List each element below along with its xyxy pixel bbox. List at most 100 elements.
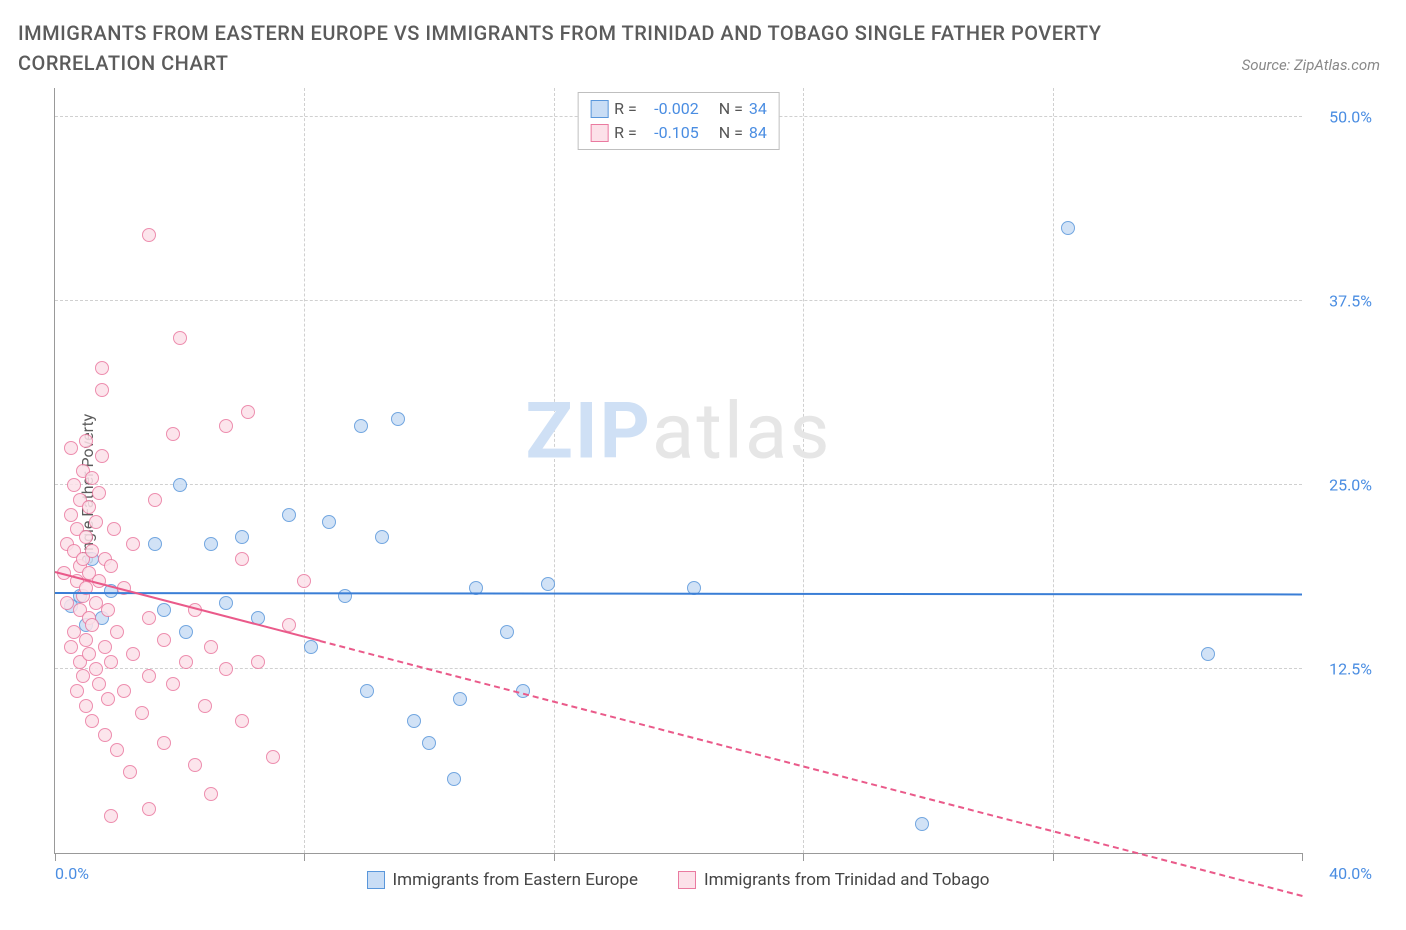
data-point [166, 677, 180, 691]
x-tick [304, 853, 305, 861]
legend-r-label: R = [614, 121, 637, 145]
data-point [104, 655, 118, 669]
data-point [157, 633, 171, 647]
legend-swatch [367, 871, 385, 889]
data-point [204, 537, 218, 551]
y-tick-label: 12.5% [1312, 660, 1372, 679]
data-point [188, 758, 202, 772]
legend-n-value: 34 [749, 97, 767, 121]
data-point [135, 706, 149, 720]
data-point [148, 493, 162, 507]
data-point [79, 530, 93, 544]
gridline-vertical [304, 88, 305, 853]
data-point [126, 537, 140, 551]
data-point [85, 471, 99, 485]
data-point [500, 625, 514, 639]
data-point [101, 603, 115, 617]
y-tick-label: 50.0% [1312, 108, 1372, 127]
data-point [1061, 221, 1075, 235]
data-point [354, 419, 368, 433]
data-point [67, 478, 81, 492]
data-point [219, 662, 233, 676]
data-point [157, 603, 171, 617]
data-point [219, 419, 233, 433]
data-point [79, 434, 93, 448]
data-point [70, 684, 84, 698]
data-point [179, 625, 193, 639]
legend-series: Immigrants from Eastern Europe Immigrants… [54, 870, 1302, 890]
data-point [142, 669, 156, 683]
x-max-label: 40.0% [1329, 864, 1372, 883]
data-point [95, 449, 109, 463]
x-tick [55, 853, 56, 861]
legend-n-label: N = [719, 121, 743, 145]
data-point [407, 714, 421, 728]
data-point [98, 728, 112, 742]
legend-n-value: 84 [749, 121, 767, 145]
gridline-vertical [1053, 88, 1054, 853]
watermark-atlas: atlas [652, 387, 832, 478]
chart-container: Single Father Poverty ZIPatlas R =-0.002… [18, 88, 1380, 890]
chart-title: IMMIGRANTS FROM EASTERN EUROPE VS IMMIGR… [18, 18, 1118, 78]
legend-r-value: -0.105 [643, 121, 699, 145]
data-point [64, 508, 78, 522]
data-point [82, 500, 96, 514]
data-point [338, 589, 352, 603]
data-point [157, 736, 171, 750]
data-point [166, 427, 180, 441]
data-point [107, 522, 121, 536]
data-point [117, 684, 131, 698]
x-tick [1302, 853, 1303, 861]
data-point [235, 714, 249, 728]
data-point [64, 441, 78, 455]
data-point [204, 787, 218, 801]
data-point [98, 640, 112, 654]
legend-series-item: Immigrants from Eastern Europe [367, 870, 638, 890]
y-tick-label: 25.0% [1312, 476, 1372, 495]
data-point [123, 765, 137, 779]
legend-n-label: N = [719, 97, 743, 121]
data-point [219, 596, 233, 610]
data-point [360, 684, 374, 698]
data-point [453, 692, 467, 706]
data-point [322, 515, 336, 529]
gridline-horizontal [55, 484, 1302, 485]
x-tick [1053, 853, 1054, 861]
data-point [391, 412, 405, 426]
data-point [198, 699, 212, 713]
legend-swatch [590, 100, 608, 118]
gridline-horizontal [55, 300, 1302, 301]
data-point [126, 647, 140, 661]
source-attribution: Source: ZipAtlas.com [1242, 56, 1380, 78]
gridline-horizontal [55, 668, 1302, 669]
data-point [104, 809, 118, 823]
data-point [64, 640, 78, 654]
data-point [142, 611, 156, 625]
trend-line [320, 640, 1303, 897]
data-point [173, 478, 187, 492]
data-point [142, 802, 156, 816]
data-point [76, 669, 90, 683]
data-point [266, 750, 280, 764]
data-point [447, 772, 461, 786]
data-point [235, 552, 249, 566]
data-point [179, 655, 193, 669]
data-point [148, 537, 162, 551]
trend-line [55, 592, 1302, 595]
data-point [110, 625, 124, 639]
legend-series-name: Immigrants from Eastern Europe [393, 870, 638, 890]
data-point [101, 692, 115, 706]
data-point [422, 736, 436, 750]
data-point [241, 405, 255, 419]
data-point [282, 508, 296, 522]
data-point [375, 530, 389, 544]
legend-r-label: R = [614, 97, 637, 121]
data-point [85, 714, 99, 728]
legend-series-item: Immigrants from Trinidad and Tobago [678, 870, 989, 890]
data-point [142, 228, 156, 242]
legend-swatch [678, 871, 696, 889]
data-point [89, 662, 103, 676]
legend-stat-row: R =-0.002 N =34 [590, 97, 767, 121]
legend-stats: R =-0.002 N =34R = -0.105 N =84 [577, 92, 780, 150]
data-point [204, 640, 218, 654]
